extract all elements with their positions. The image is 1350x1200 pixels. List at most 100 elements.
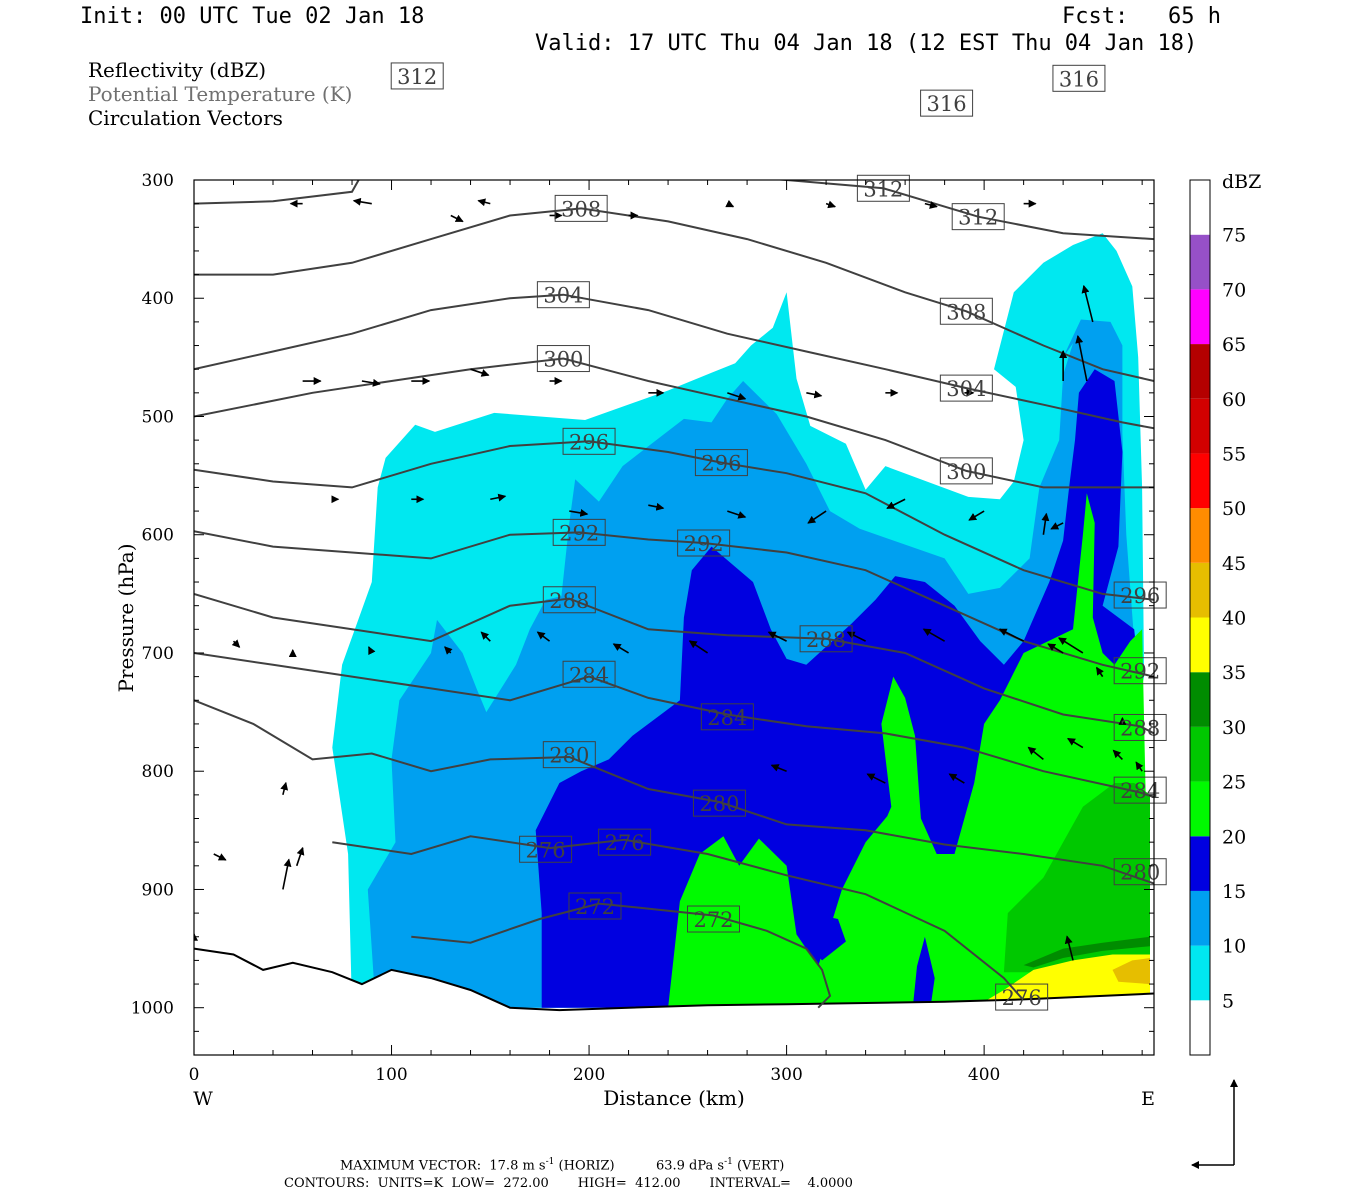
contour-label: 304 <box>946 377 986 401</box>
contour-label: 292 <box>684 532 724 556</box>
contour-label: 312 <box>958 206 998 230</box>
circulation-vector <box>1058 637 1084 654</box>
colorbar-tick-label: 60 <box>1222 389 1246 411</box>
circulation-vector <box>886 498 906 509</box>
colorbar-bin <box>1190 234 1210 290</box>
terrain-line <box>193 947 1155 1012</box>
circulation-vector <box>725 199 735 208</box>
plot-frame <box>193 179 1155 1056</box>
colorbar-frame <box>1189 179 1211 1056</box>
contour-label-box <box>951 203 1005 231</box>
circulation-vector <box>1067 737 1084 749</box>
contour-label-box <box>1113 581 1167 609</box>
reflectivity-region <box>984 954 1150 1005</box>
terrain-line <box>193 947 1155 1055</box>
contour-label-box <box>568 892 622 920</box>
y-tick-label: 300 <box>142 171 174 191</box>
circulation-vector <box>536 631 551 642</box>
circulation-vector <box>806 390 823 399</box>
circulation-vector <box>968 510 985 521</box>
colorbar-bin <box>1190 726 1210 782</box>
theta-contour-line <box>194 293 1154 430</box>
circulation-vector <box>922 628 946 642</box>
circulation-vector <box>295 846 305 867</box>
circulation-vector <box>352 197 372 206</box>
circulation-vectors <box>194 85 1144 961</box>
circulation-vector <box>1112 749 1123 760</box>
theta-contour-line <box>194 440 1154 601</box>
contour-label-box <box>687 905 741 933</box>
colorbar-bin <box>1190 836 1210 891</box>
colorbar-bin <box>1190 398 1210 454</box>
contour-label-box <box>1052 64 1106 92</box>
circulation-vector <box>462 85 471 88</box>
contour-label-box <box>700 703 754 731</box>
colorbar-tick-label: 75 <box>1222 225 1246 247</box>
x-tick-label: 400 <box>968 1065 1000 1085</box>
contour-label-box <box>598 828 652 856</box>
colorbar-tick-label: 65 <box>1222 334 1246 356</box>
colorbar-bin <box>1190 344 1210 399</box>
circulation-vector <box>688 640 709 654</box>
contour-label-box <box>536 281 590 309</box>
contour-label-box <box>939 457 993 485</box>
contour-label-box <box>995 983 1049 1011</box>
reflectivity-region <box>798 913 846 961</box>
circulation-vector <box>477 198 491 207</box>
x-tick-label: 0 <box>189 1065 200 1085</box>
contour-label: 272 <box>575 895 615 919</box>
theta-contour-line <box>194 78 1154 168</box>
legend-potential-temperature: Potential Temperature (K) <box>88 82 353 106</box>
contour-label: 296 <box>701 452 741 476</box>
colorbar-bin <box>1190 781 1210 837</box>
circulation-vector <box>866 773 886 784</box>
contour-label: 308 <box>946 300 986 324</box>
x-tick-label: 200 <box>573 1065 605 1085</box>
colorbar-bin <box>1190 1000 1210 1055</box>
contour-label: 312 <box>397 65 437 89</box>
circulation-vector <box>1135 761 1144 772</box>
circulation-vector <box>1075 335 1088 382</box>
circulation-vector <box>825 200 837 209</box>
reflectivity-region <box>1023 936 1150 968</box>
colorbar-tick-label: 45 <box>1222 553 1246 575</box>
contour-label: 284 <box>707 706 747 730</box>
horiz-exponent: -1 <box>545 1157 555 1167</box>
colorbar-bin <box>1190 890 1210 946</box>
max-vector-label: MAXIMUM VECTOR: <box>340 1158 482 1174</box>
reflectivity-region <box>1003 783 1150 973</box>
forecast-hour: Fcst: 65 h <box>1062 4 1221 29</box>
below-ground-area <box>194 948 1154 1055</box>
contour-label: 316 <box>927 92 967 116</box>
circulation-vector <box>470 368 490 377</box>
contour-label-box <box>920 89 974 117</box>
max-vector-line: MAXIMUM VECTOR: 17.8 m s-1 (HORIZ) 63.9 … <box>340 1157 784 1173</box>
circulation-vector <box>480 631 491 642</box>
circulation-vector <box>1081 284 1094 323</box>
x-tick-label: 100 <box>375 1065 407 1085</box>
circulation-vector <box>450 214 464 223</box>
contour-label: 276 <box>1002 986 1042 1010</box>
contour-label: 304 <box>543 284 583 308</box>
contour-label: 288 <box>549 589 589 613</box>
contour-label-box <box>1113 657 1167 685</box>
contour-label: 296 <box>569 430 609 454</box>
contour-label-box <box>1113 858 1167 886</box>
contour-label-box <box>694 449 748 477</box>
circulation-vector <box>727 392 747 401</box>
circulation-vector <box>1041 512 1050 535</box>
contour-label: 272 <box>693 908 733 932</box>
contour-label-box <box>1113 713 1167 741</box>
circulation-vector <box>948 773 965 784</box>
contour-label-box <box>542 586 596 614</box>
contour-label: 308 <box>561 197 601 221</box>
colorbar-bin <box>1190 617 1210 673</box>
circulation-vector <box>280 781 289 796</box>
circulation-vector <box>807 510 827 524</box>
colorbar-tick-label: 30 <box>1222 717 1246 739</box>
valid-time: Valid: 17 UTC Thu 04 Jan 18 (12 EST Thu … <box>535 31 1198 56</box>
contour-label-box <box>536 345 590 373</box>
circulation-vector <box>727 510 747 519</box>
colorbar-tick-label: 20 <box>1222 826 1246 848</box>
contour-label: 284 <box>569 663 609 687</box>
